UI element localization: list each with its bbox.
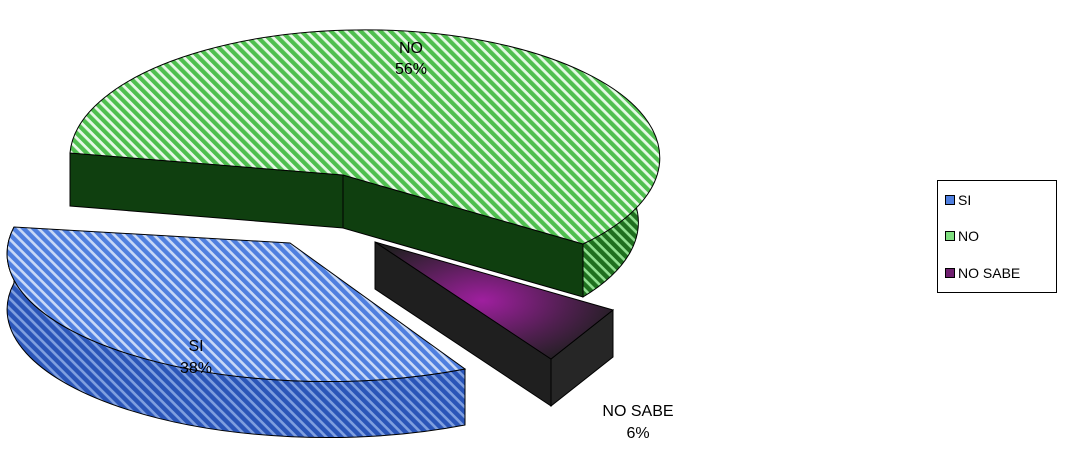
legend-label-no-sabe: NO SABE <box>958 265 1021 281</box>
slice-no-sabe <box>374 241 615 408</box>
legend-swatch-si <box>945 195 955 205</box>
legend-item-si: SI <box>945 192 971 208</box>
legend-label-no: NO <box>958 228 979 244</box>
label-si-value: 38% <box>180 360 212 377</box>
legend-item-no: NO <box>945 228 979 244</box>
legend-label-si: SI <box>958 192 972 208</box>
legend-swatch-no-sabe <box>945 268 955 278</box>
slice-si <box>6 226 467 438</box>
label-si-name: SI <box>188 338 203 355</box>
slice-no <box>69 29 661 298</box>
label-no-value: 56% <box>395 61 427 78</box>
data-labels: NO 56% SI 38% NO SABE 6% <box>180 40 674 442</box>
slice-si-top <box>6 226 467 382</box>
legend-swatch-no <box>945 231 955 241</box>
label-no-name: NO <box>399 40 423 57</box>
slice-no-sabe-top <box>374 241 615 360</box>
chart-legend: SI NO NO SABE <box>937 180 1057 293</box>
label-no-sabe-value: 6% <box>626 425 649 442</box>
label-no-sabe-name: NO SABE <box>602 403 673 420</box>
slice-no-top <box>69 29 661 245</box>
legend-item-no-sabe: NO SABE <box>945 265 1020 281</box>
